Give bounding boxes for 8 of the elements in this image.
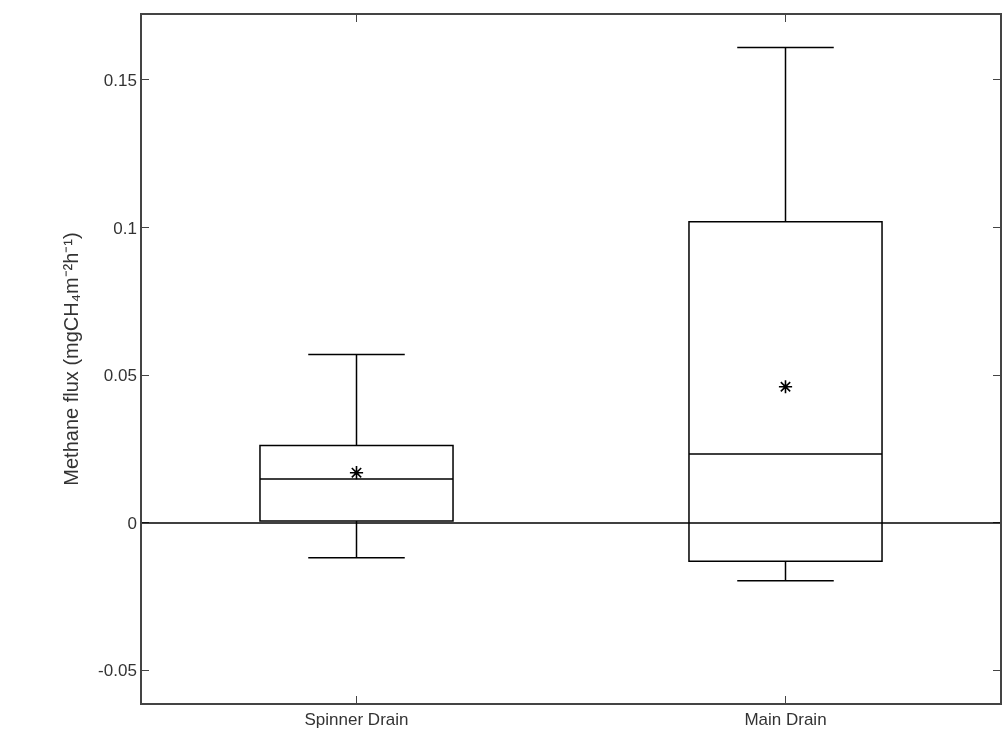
y-axis-title: Methane flux (mgCH₄m⁻²h⁻¹) (60, 232, 83, 486)
y-tick-label: -0.05 (98, 661, 137, 681)
x-tick-label: Main Drain (744, 710, 827, 730)
y-tick-label: 0.05 (103, 366, 137, 386)
y-tick-label: 0.1 (113, 218, 137, 238)
x-tick-label: Spinner Drain (304, 710, 409, 730)
y-tick-label: 0 (127, 513, 137, 533)
y-tick-label: 0.15 (103, 70, 137, 90)
